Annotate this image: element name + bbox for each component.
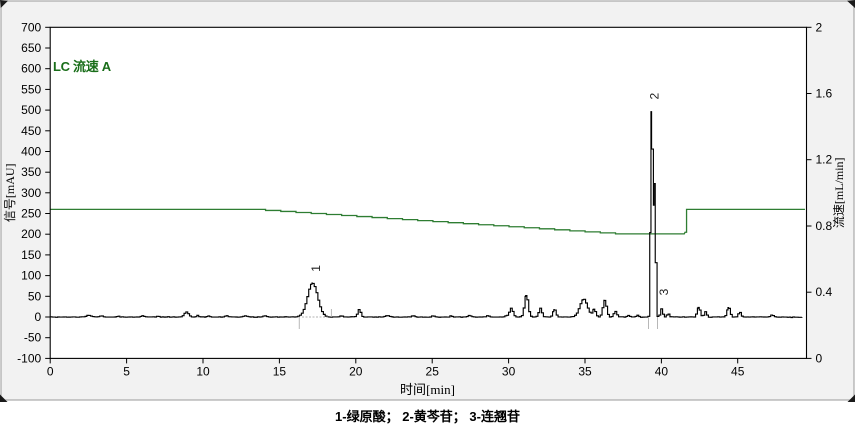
svg-text:600: 600	[21, 62, 41, 76]
svg-text:时间[min]: 时间[min]	[400, 382, 455, 397]
svg-text:10: 10	[196, 364, 210, 378]
svg-text:40: 40	[655, 364, 669, 378]
svg-text:流速[mL/min]: 流速[mL/min]	[832, 157, 846, 228]
svg-text:20: 20	[349, 364, 363, 378]
svg-text:15: 15	[273, 364, 287, 378]
svg-text:25: 25	[426, 364, 440, 378]
svg-text:1.2: 1.2	[816, 153, 833, 167]
svg-text:250: 250	[21, 207, 41, 221]
svg-text:信号[mAU]: 信号[mAU]	[3, 163, 17, 222]
svg-text:400: 400	[21, 145, 41, 159]
svg-text:2: 2	[648, 92, 662, 99]
svg-text:700: 700	[21, 20, 41, 34]
svg-text:650: 650	[21, 41, 41, 55]
svg-text:0: 0	[816, 351, 823, 365]
svg-text:35: 35	[578, 364, 592, 378]
svg-text:1: 1	[309, 265, 323, 272]
svg-text:200: 200	[21, 227, 41, 241]
svg-text:3: 3	[657, 288, 671, 295]
svg-text:350: 350	[21, 165, 41, 179]
svg-text:1-绿原酸； 2-黄芩苷； 3-连翘苷: 1-绿原酸； 2-黄芩苷； 3-连翘苷	[335, 409, 520, 425]
svg-text:2: 2	[816, 20, 823, 34]
svg-text:0: 0	[47, 364, 54, 378]
svg-text:150: 150	[21, 248, 41, 262]
svg-text:450: 450	[21, 124, 41, 138]
svg-text:-100: -100	[17, 351, 41, 365]
svg-text:-50: -50	[24, 331, 42, 345]
svg-text:30: 30	[502, 364, 516, 378]
svg-text:300: 300	[21, 186, 41, 200]
svg-text:50: 50	[28, 289, 42, 303]
svg-text:1.6: 1.6	[816, 87, 833, 101]
svg-text:0.4: 0.4	[816, 285, 833, 299]
svg-text:0: 0	[35, 310, 42, 324]
svg-text:500: 500	[21, 103, 41, 117]
svg-text:550: 550	[21, 82, 41, 96]
svg-text:100: 100	[21, 269, 41, 283]
svg-text:5: 5	[123, 364, 130, 378]
svg-text:45: 45	[731, 364, 745, 378]
svg-text:0.8: 0.8	[816, 219, 833, 233]
svg-text:LC 流速 A: LC 流速 A	[53, 59, 112, 74]
